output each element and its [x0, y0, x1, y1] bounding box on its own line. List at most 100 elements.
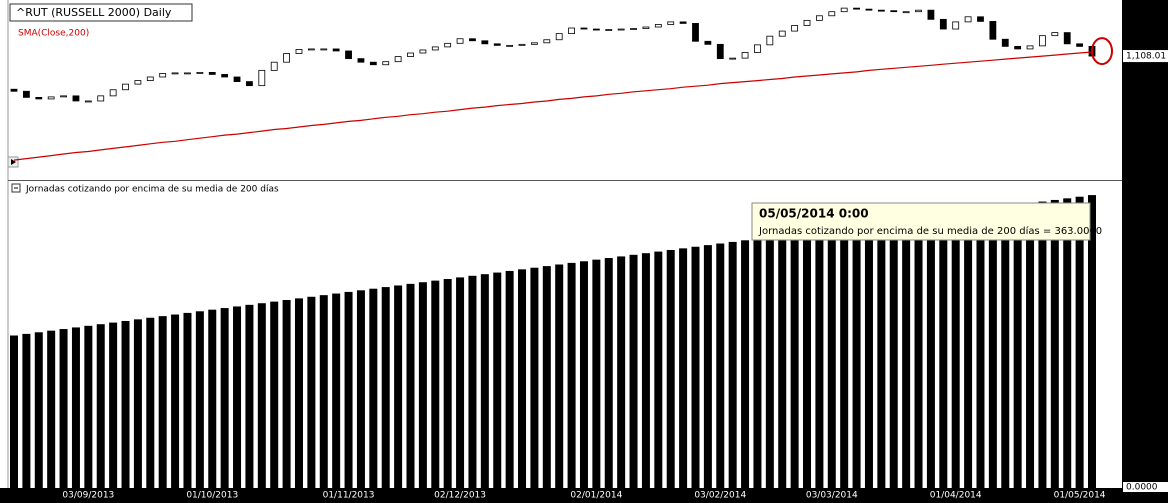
- candle: [283, 53, 290, 63]
- candle: [1051, 32, 1059, 37]
- candle: [456, 38, 464, 44]
- value-tag: [1123, 482, 1168, 492]
- candle: [617, 28, 625, 31]
- candle: [431, 46, 439, 51]
- candle: [741, 52, 749, 59]
- candle: [939, 18, 947, 30]
- candle: [419, 49, 427, 54]
- bar: [195, 311, 204, 488]
- candle: [977, 16, 984, 22]
- candle: [766, 35, 774, 46]
- bar: [332, 293, 341, 488]
- chart-title: ^RUT (RUSSELL 2000) Daily: [16, 6, 172, 19]
- candle: [853, 7, 860, 10]
- candle: [233, 76, 241, 82]
- bar: [1013, 204, 1022, 489]
- y-tick-label: 0.0000: [1126, 483, 1158, 493]
- candle: [803, 19, 811, 26]
- bar: [480, 274, 489, 488]
- bar: [307, 296, 316, 488]
- panel-title: Jornadas cotizando por encima de su medi…: [25, 185, 279, 195]
- bar: [418, 282, 427, 488]
- candle: [605, 29, 613, 31]
- x-tick-label: 03/03/2014: [806, 491, 858, 501]
- candle: [47, 96, 55, 100]
- candle: [692, 23, 699, 42]
- bar: [369, 288, 378, 488]
- bar: [579, 261, 588, 488]
- bar: [926, 216, 935, 488]
- candle: [109, 89, 117, 97]
- bar: [604, 258, 613, 488]
- candle: [506, 44, 514, 47]
- candle: [555, 33, 563, 41]
- candle: [493, 43, 501, 46]
- expand-icon: [11, 159, 16, 165]
- candle: [989, 20, 997, 40]
- candle: [704, 40, 712, 45]
- bar: [951, 212, 960, 488]
- bar: [716, 243, 725, 488]
- candle: [927, 9, 935, 20]
- bar: [356, 290, 365, 488]
- bar: [555, 264, 564, 488]
- candle: [357, 58, 365, 63]
- candle: [778, 30, 786, 37]
- x-tick-label: 01/05/2014: [1054, 491, 1106, 501]
- bar: [220, 308, 229, 488]
- bar: [431, 280, 440, 488]
- bar: [394, 285, 403, 488]
- bar: [109, 322, 118, 488]
- sma-legend: SMA(Close,200): [18, 29, 89, 39]
- candle: [964, 16, 972, 23]
- bar: [1001, 206, 1010, 488]
- x-tick-label: 01/04/2014: [930, 491, 982, 501]
- bar: [902, 219, 911, 489]
- candle: [580, 27, 588, 30]
- candle: [246, 81, 253, 87]
- bar: [344, 291, 353, 488]
- bar: [171, 314, 180, 488]
- candle: [444, 42, 452, 48]
- bar: [964, 211, 973, 489]
- bar: [468, 275, 477, 488]
- bar: [976, 209, 985, 488]
- candle: [481, 40, 489, 45]
- bar: [84, 325, 93, 488]
- bar: [852, 225, 861, 488]
- candle: [171, 72, 179, 75]
- candle: [345, 50, 352, 60]
- tooltip-text: Jornadas cotizando por encima de su medi…: [758, 225, 1102, 237]
- candle: [630, 28, 637, 30]
- candle: [35, 96, 43, 100]
- candle: [902, 11, 910, 14]
- candle: [531, 42, 538, 45]
- bar: [183, 312, 192, 488]
- candle: [592, 28, 600, 31]
- candle: [915, 9, 922, 13]
- bar: [518, 269, 527, 488]
- candle: [877, 9, 885, 12]
- candle: [667, 21, 675, 25]
- candle: [307, 48, 315, 51]
- bar: [778, 235, 787, 488]
- candle: [72, 95, 80, 102]
- bar: [294, 298, 303, 488]
- bar: [1088, 195, 1096, 488]
- bar: [1063, 198, 1072, 488]
- candle: [791, 25, 799, 32]
- candle: [332, 48, 340, 52]
- tooltip-box: [751, 202, 1091, 241]
- tooltip-title: 05/05/2014 0:00: [759, 207, 869, 221]
- candle: [469, 38, 476, 42]
- date-strip: [0, 488, 1168, 503]
- bar: [406, 283, 415, 488]
- bar: [741, 240, 750, 488]
- candle: [320, 48, 328, 51]
- sma-line: [13, 51, 1093, 161]
- bar: [864, 224, 873, 488]
- candle: [270, 61, 278, 71]
- bar: [877, 222, 886, 488]
- candle: [146, 76, 154, 81]
- candle: [816, 15, 823, 21]
